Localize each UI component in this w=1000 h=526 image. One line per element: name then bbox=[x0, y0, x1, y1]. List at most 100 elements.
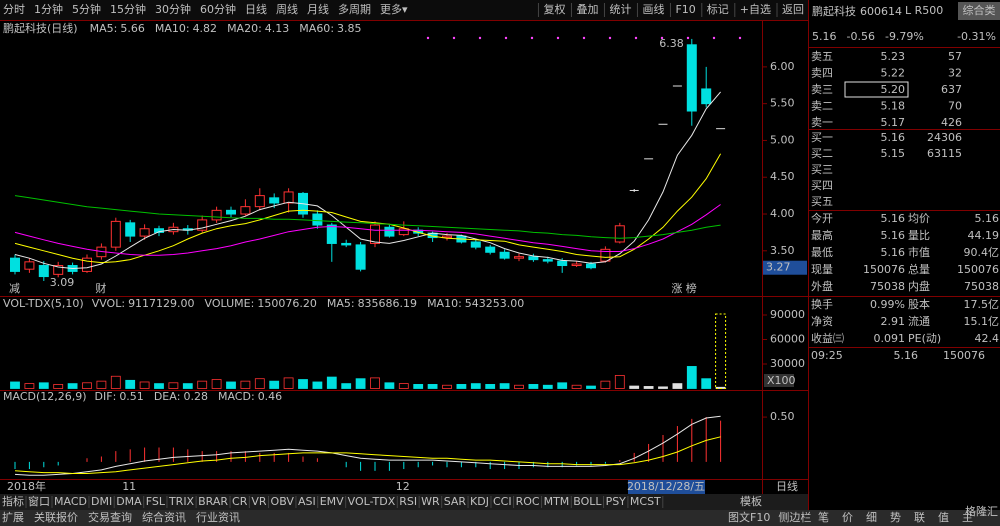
legend-sep: : bbox=[186, 22, 190, 35]
side-icon[interactable]: 细 bbox=[866, 511, 877, 524]
status-tab[interactable]: 综合资讯 bbox=[142, 510, 186, 524]
volume-bar bbox=[600, 380, 611, 389]
side-icon[interactable]: 价 bbox=[842, 511, 853, 524]
period-tab[interactable]: 多周期 bbox=[338, 2, 371, 16]
candle-body bbox=[10, 257, 20, 272]
indicator-tab[interactable]: EMV bbox=[320, 495, 344, 508]
indicator-tab[interactable]: RSI bbox=[399, 495, 417, 508]
period-tab[interactable]: 周线 bbox=[276, 2, 298, 16]
status-right[interactable]: 侧边栏 bbox=[778, 510, 811, 524]
side-icon[interactable]: 联 bbox=[914, 511, 925, 524]
candle-body bbox=[125, 222, 136, 237]
tool-button[interactable]: F10 bbox=[675, 3, 695, 16]
indicator-tab[interactable]: 窗口 bbox=[28, 494, 50, 508]
indicator-tab[interactable]: BOLL bbox=[573, 495, 602, 508]
candle-body bbox=[269, 197, 280, 204]
readout-sep: : bbox=[113, 390, 117, 403]
indicator-tab[interactable]: VR bbox=[251, 495, 267, 508]
volume-bar bbox=[442, 384, 452, 389]
period-tab[interactable]: 分时 bbox=[3, 3, 25, 16]
indicator-tab[interactable]: DMA bbox=[116, 495, 142, 508]
indicator-tab[interactable]: CR bbox=[232, 495, 248, 508]
volume-bar bbox=[38, 382, 49, 389]
period-tab[interactable]: 月线 bbox=[307, 2, 329, 16]
tool-button[interactable]: 返回 bbox=[782, 3, 804, 16]
stat-label: 均价 bbox=[908, 212, 930, 225]
status-tab[interactable]: 交易查询 bbox=[88, 510, 132, 524]
readout-name: DIF bbox=[95, 390, 113, 403]
book-price: 5.22 bbox=[881, 67, 906, 80]
tool-button[interactable]: 统计 bbox=[609, 3, 631, 16]
readout-value: 9117129.00 bbox=[128, 297, 194, 310]
readout-name: MA5 bbox=[327, 297, 351, 310]
tool-button[interactable]: 标记 bbox=[707, 2, 729, 16]
period-tab[interactable]: 更多▾ bbox=[380, 2, 408, 16]
indicator-tab[interactable]: TRIX bbox=[168, 495, 195, 508]
readout-name: VVOL bbox=[92, 297, 123, 310]
volume-bar bbox=[283, 377, 294, 389]
y-tick-label: 30000 bbox=[770, 357, 805, 370]
candle-body bbox=[557, 260, 568, 267]
period-tab[interactable]: 60分钟 bbox=[200, 2, 236, 16]
legend-value: 5.66 bbox=[120, 22, 145, 35]
indicator-tab[interactable]: CCI bbox=[493, 495, 512, 508]
template-tab[interactable]: 模板 bbox=[740, 494, 762, 508]
indicator-tab[interactable]: MACD bbox=[54, 495, 87, 508]
change-percent: -9.79% bbox=[885, 30, 924, 43]
period-tab[interactable]: 5分钟 bbox=[72, 2, 101, 16]
sector-button[interactable] bbox=[958, 2, 1000, 20]
period-tab[interactable]: 1分钟 bbox=[34, 2, 63, 16]
legend-name: MA10 bbox=[155, 22, 186, 35]
sector-name[interactable]: 综合类 bbox=[963, 3, 996, 17]
indicator-tab[interactable]: DMI bbox=[91, 495, 112, 508]
period-tab[interactable]: 日线 bbox=[245, 2, 267, 16]
stat-label: PE(动) bbox=[908, 332, 941, 345]
status-tab[interactable]: 行业资讯 bbox=[196, 511, 240, 524]
book-price: 5.17 bbox=[881, 116, 906, 129]
indicator-tab[interactable]: MTM bbox=[544, 495, 570, 508]
side-icon[interactable]: 势 bbox=[890, 511, 901, 524]
indicator-tab[interactable]: WR bbox=[421, 495, 440, 508]
tick-time: 09:25 bbox=[811, 349, 843, 362]
side-icon[interactable]: 笔 bbox=[818, 510, 829, 524]
y-tick-label: 5.50 bbox=[770, 97, 795, 110]
indicator-tab[interactable]: BRAR bbox=[198, 495, 228, 508]
indicator-tab[interactable]: FSL bbox=[146, 495, 166, 508]
indicator-tab[interactable]: MCST bbox=[630, 495, 661, 508]
candle-body bbox=[197, 219, 208, 231]
stat-label: 内盘 bbox=[908, 279, 930, 293]
indicator-tab[interactable]: KDJ bbox=[470, 495, 489, 508]
indicator-tab[interactable]: 指标 bbox=[2, 494, 24, 508]
status-right[interactable]: 图文F10 bbox=[728, 510, 770, 524]
indicator-tab[interactable]: OBV bbox=[271, 495, 295, 508]
status-tab[interactable]: 扩展 bbox=[2, 510, 24, 524]
status-tab[interactable]: 关联报价 bbox=[34, 510, 78, 524]
tool-button[interactable]: 复权 bbox=[543, 2, 565, 16]
event-dot bbox=[712, 36, 716, 40]
tool-button[interactable]: 叠加 bbox=[576, 3, 598, 16]
readout-name: MA10 bbox=[427, 297, 458, 310]
readout-value: 0.46 bbox=[258, 390, 283, 403]
stat-label: 股本 bbox=[908, 297, 930, 311]
stat-value: 90.4亿 bbox=[964, 246, 1000, 259]
candle-body bbox=[586, 263, 596, 269]
y-tick-label: 90000 bbox=[770, 308, 805, 321]
side-icon[interactable]: 值 bbox=[938, 511, 949, 524]
stat-label: 市值 bbox=[908, 245, 930, 259]
side-icon[interactable]: 主 bbox=[962, 511, 973, 524]
volume-bar bbox=[67, 383, 78, 389]
tool-button[interactable]: +自选 bbox=[740, 3, 771, 16]
volume-bar bbox=[10, 381, 20, 389]
indicator-tab[interactable]: ASI bbox=[298, 495, 316, 508]
indicator-tab[interactable]: PSY bbox=[606, 495, 627, 508]
indicator-tab[interactable]: VOL-TDX bbox=[348, 495, 396, 508]
period-tab[interactable]: 15分钟 bbox=[110, 2, 146, 16]
candle-body bbox=[53, 265, 64, 275]
y-tick-label: 4.50 bbox=[770, 170, 795, 183]
indicator-tab[interactable]: SAR bbox=[444, 495, 467, 508]
period-tab[interactable]: 30分钟 bbox=[155, 2, 191, 16]
indicator-tab[interactable]: ROC bbox=[516, 495, 540, 508]
candle-body bbox=[24, 261, 35, 270]
tool-button[interactable]: 画线 bbox=[642, 2, 664, 16]
readout-value: 835686.19 bbox=[358, 297, 418, 310]
